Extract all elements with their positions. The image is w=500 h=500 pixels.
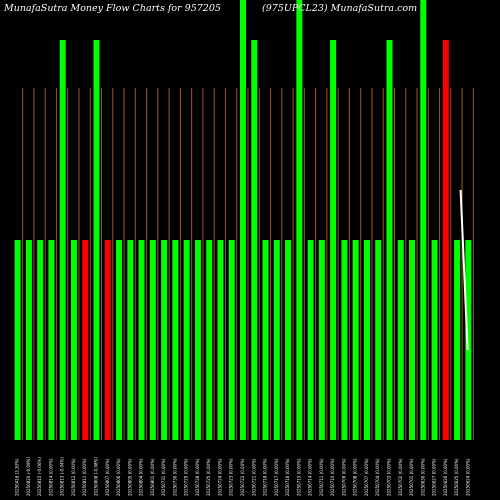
x-tick-label: 20250731 (0.00%) <box>161 458 166 496</box>
x-tick-label: 20250807 (0.00%) <box>105 458 110 496</box>
money-flow-bar <box>228 240 235 440</box>
money-flow-bar <box>48 240 55 440</box>
x-tick-label: 20250820 (-0.09%) <box>26 457 31 496</box>
x-tick-label: 20250801 (0.00%) <box>150 458 155 496</box>
money-flow-bar <box>183 240 190 440</box>
x-tick-label: 20250805 (0.00%) <box>127 458 132 496</box>
chart-title-left: MunafaSutra Money Flow Charts for 957205 <box>3 3 221 14</box>
money-flow-bar <box>375 240 382 440</box>
x-tick-label: 20250730 (0.00%) <box>172 458 177 496</box>
x-tick-label: 20250721 (0.00%) <box>251 458 256 496</box>
money-flow-bar <box>318 240 325 440</box>
price-line-group <box>459 189 469 351</box>
money-flow-bar <box>465 240 472 440</box>
money-flow-bar <box>409 240 416 440</box>
x-tick-label: 20250723 (0.00%) <box>229 458 234 496</box>
x-tick-label: 20250724 (0.00%) <box>217 458 222 496</box>
money-flow-bar <box>149 240 156 440</box>
price-line <box>459 189 469 351</box>
money-flow-bar <box>25 240 32 440</box>
money-flow-bar <box>296 0 303 440</box>
chart-title-right: (975UPCL23) MunafaSutra.com <box>262 3 417 14</box>
x-tick-label: 20250729 (0.00%) <box>184 458 189 496</box>
money-flow-bar <box>431 240 438 440</box>
money-flow-bar <box>330 40 337 440</box>
money-flow-bar <box>127 240 134 440</box>
x-tick-label: 20250708 (0.00%) <box>353 458 358 496</box>
money-flow-bar <box>262 240 269 440</box>
x-tick-label: 20250625 (0.00%) <box>454 458 459 496</box>
money-flow-bar <box>341 240 348 440</box>
x-tick-labels: 20250416 (3,30%) 20250820 (-0.09%) 2025081… <box>15 457 471 496</box>
x-tick-label: 20250804 (0.00%) <box>139 458 144 496</box>
x-tick-label: 20250630 (0.00%) <box>420 458 425 496</box>
x-tick-label: 20250815 (-0.06%) <box>37 457 42 496</box>
x-tick-label: 20250813 (-0.04%) <box>60 457 65 496</box>
money-flow-bar <box>397 240 404 440</box>
x-tick-label: 20250717 (0.00%) <box>274 458 279 496</box>
money-flow-bar <box>363 240 370 440</box>
money-flow-bar <box>161 240 168 440</box>
x-tick-label: 20250814 (0.00%) <box>48 458 53 496</box>
x-tick-label: 20250811 (0.00%) <box>82 458 87 496</box>
x-tick-label: 20250711 (0.00%) <box>319 458 324 496</box>
x-tick-label: 20250709 (0.00%) <box>341 458 346 496</box>
x-tick-label: 20250722 (0.04%) <box>240 458 245 496</box>
money-flow-bar <box>82 240 89 440</box>
money-flow-bar <box>273 240 280 440</box>
x-tick-label: 20250806 (0.00%) <box>116 458 121 496</box>
x-tick-label: 20250718 (0.00%) <box>263 458 268 496</box>
x-tick-label: 20250703 (0.00%) <box>386 458 391 496</box>
x-tick-label: 20250710 (0.00%) <box>330 458 335 496</box>
money-flow-bar <box>442 40 449 440</box>
money-flow-bar <box>285 240 292 440</box>
x-tick-label: 20250728 (0.00%) <box>195 458 200 496</box>
money-flow-bar <box>116 240 123 440</box>
x-tick-label: 20250812 (0.00%) <box>71 458 76 496</box>
money-flow-bar <box>454 240 461 440</box>
x-tick-label: 20250624 (0.00%) <box>465 458 470 496</box>
money-flow-bar <box>93 40 100 440</box>
money-flow-bars <box>14 0 472 440</box>
x-tick-label: 20250626 (0.00%) <box>443 458 448 496</box>
x-tick-label: 20250715 (0.00%) <box>296 458 301 496</box>
x-tick-label: 20250725 (0.00%) <box>206 458 211 496</box>
x-tick-label: 20250627 (0.00%) <box>432 458 437 496</box>
money-flow-bar <box>138 240 145 440</box>
money-flow-bar <box>59 40 66 440</box>
money-flow-bar <box>37 240 44 440</box>
x-tick-label: 20250716 (0.00%) <box>285 458 290 496</box>
money-flow-bar <box>352 240 359 440</box>
money-flow-bar <box>217 240 224 440</box>
x-tick-label: 20250714 (0.00%) <box>308 458 313 496</box>
money-flow-bar <box>386 40 393 440</box>
money-flow-bar <box>70 240 77 440</box>
x-tick-label: 20250701 (0.00%) <box>409 458 414 496</box>
x-tick-label: 20250702 (0.00%) <box>398 458 403 496</box>
money-flow-bar <box>172 240 179 440</box>
money-flow-bar <box>104 240 111 440</box>
money-flow-bar <box>14 240 21 440</box>
money-flow-bar <box>240 0 246 440</box>
money-flow-bar <box>206 240 213 440</box>
x-tick-label: 20250808 (-0.08%) <box>94 457 99 496</box>
volume-lines <box>22 88 474 440</box>
money-flow-bar <box>251 40 258 440</box>
x-tick-label: 20250704 (0.00%) <box>375 458 380 496</box>
money-flow-bar <box>420 0 427 440</box>
x-tick-label: 20250707 (0.00%) <box>364 458 369 496</box>
money-flow-bar <box>307 240 314 440</box>
x-tick-label: 20250416 (3,30%) <box>15 458 20 496</box>
money-flow-bar <box>194 240 201 440</box>
